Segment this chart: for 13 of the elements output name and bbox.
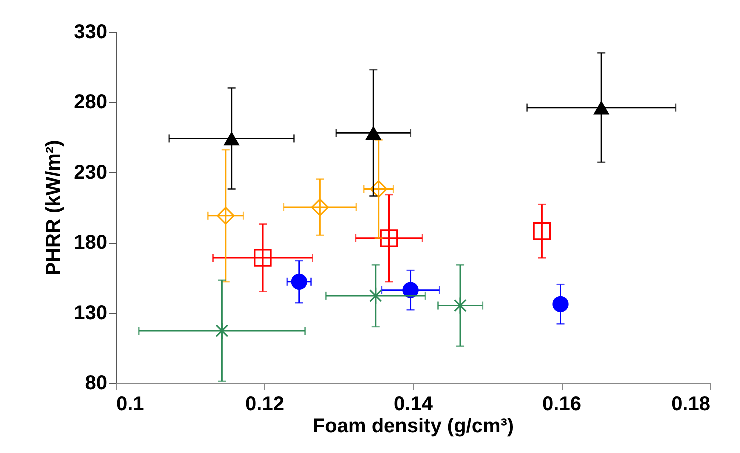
y-tick-label: 280 [74, 92, 108, 114]
x-tick-label: 0.18 [672, 394, 710, 416]
x-tick-label: 0.16 [542, 394, 582, 416]
x-tick-label: 0.12 [246, 394, 284, 416]
y-tick-label: 130 [74, 302, 108, 324]
y-tick-label: 80 [85, 372, 108, 394]
y-tick-label: 180 [74, 232, 108, 254]
y-axis-title: PHRR (kW/m²) [43, 140, 66, 276]
x-axis-title: Foam density (g/cm³) [312, 416, 514, 438]
y-tick-label: 230 [74, 162, 108, 184]
x-tick-label: 0.14 [394, 394, 434, 416]
x-tick-label: 0.1 [116, 394, 144, 416]
y-tick-label: 330 [74, 22, 108, 44]
